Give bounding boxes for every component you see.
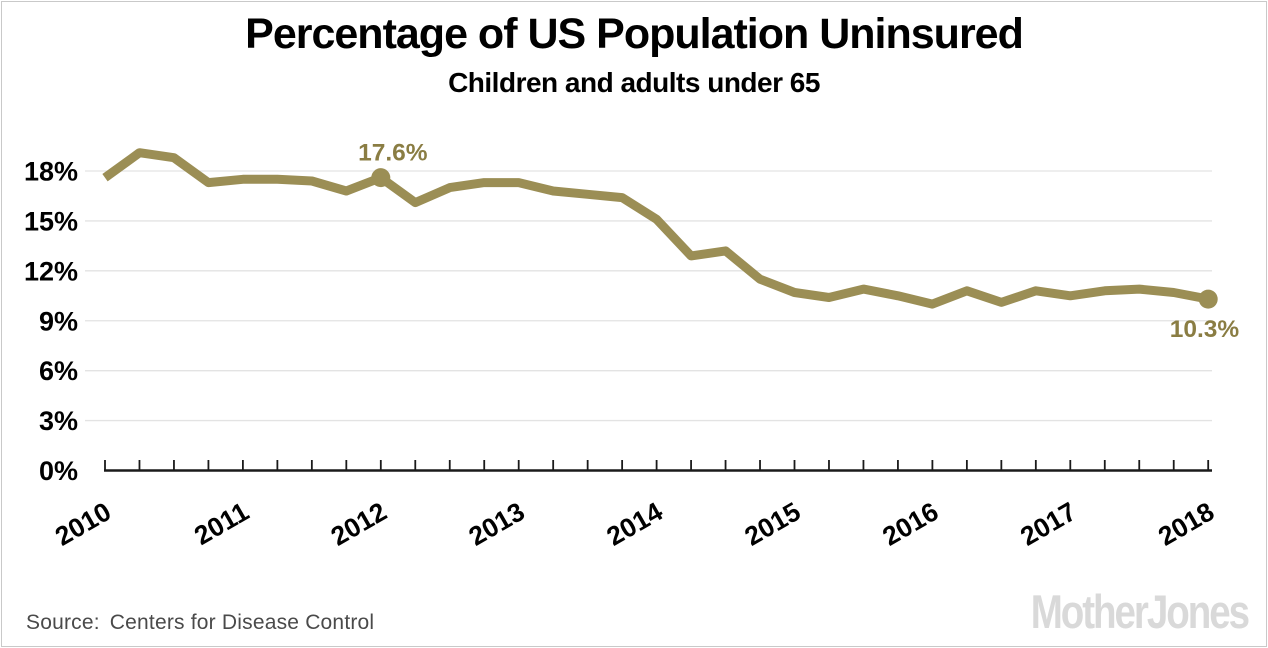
source-name: Centers for Disease Control — [109, 611, 375, 634]
y-tick-label-9%: 9% — [39, 306, 78, 336]
source-label: Source: — [26, 611, 100, 634]
y-tick-label-18%: 18% — [24, 157, 78, 187]
mother-jones-logo: MotherJones — [1030, 585, 1250, 638]
y-tick-label-0%: 0% — [39, 456, 78, 486]
x-axis-labels: 2010 2011 2012 2013 2014 2015 2016 2017 2018 — [50, 496, 1219, 552]
uninsured-line-chart: 0%3%6%9%12%15%18%2010 2011 2012 2013 2014 201… — [24, 140, 1240, 552]
y-axis-labels: 0% 3% 6% 9% 12% 15% 18% — [24, 157, 78, 487]
x-tick-label-2013: 2013 — [464, 496, 530, 551]
trend-line — [102, 148, 1210, 309]
x-axis — [104, 460, 1212, 472]
x-tick-label-2012: 2012 — [326, 496, 392, 551]
data-point-marker-17.6% — [371, 168, 391, 188]
x-tick-label-2016: 2016 — [877, 496, 943, 551]
y-tick-label-12%: 12% — [24, 256, 78, 286]
gridlines — [85, 170, 1212, 422]
x-tick-label-2014: 2014 — [602, 496, 668, 552]
chart-subtitle: Children and adults under 65 — [448, 67, 820, 98]
annotation-label-10.3%: 10.3% — [1170, 316, 1240, 343]
x-tick-label-2015: 2015 — [739, 496, 805, 551]
annotation-label-17.6%: 17.6% — [358, 140, 428, 167]
x-tick-label-2010: 2010 — [50, 496, 116, 551]
chart-title: Percentage of US Population Uninsured — [245, 10, 1024, 58]
y-tick-label-6%: 6% — [39, 356, 78, 386]
y-tick-label-15%: 15% — [24, 206, 78, 236]
source-note: Source: Centers for Disease Control — [26, 611, 374, 635]
data-point-marker-10.3% — [1198, 289, 1218, 309]
y-tick-label-3%: 3% — [39, 406, 78, 436]
x-tick-label-2017: 2017 — [1015, 496, 1081, 551]
x-tick-label-2018: 2018 — [1153, 496, 1219, 551]
x-tick-label-2011: 2011 — [189, 496, 254, 551]
